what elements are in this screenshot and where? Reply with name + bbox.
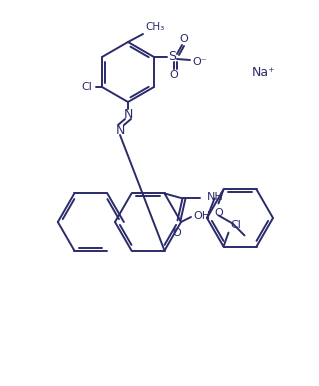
Text: O: O bbox=[170, 70, 178, 80]
Text: Na⁺: Na⁺ bbox=[252, 66, 276, 78]
Text: O: O bbox=[172, 229, 181, 239]
Text: N: N bbox=[123, 107, 133, 120]
Text: CH₃: CH₃ bbox=[145, 22, 164, 32]
Text: Cl: Cl bbox=[231, 220, 241, 230]
Text: O: O bbox=[214, 208, 223, 218]
Text: Cl: Cl bbox=[81, 82, 92, 92]
Text: O: O bbox=[180, 34, 188, 44]
Text: S: S bbox=[168, 51, 176, 64]
Text: OH: OH bbox=[193, 211, 210, 221]
Text: N: N bbox=[115, 124, 125, 137]
Text: O⁻: O⁻ bbox=[192, 57, 207, 67]
Text: NH: NH bbox=[206, 193, 223, 202]
